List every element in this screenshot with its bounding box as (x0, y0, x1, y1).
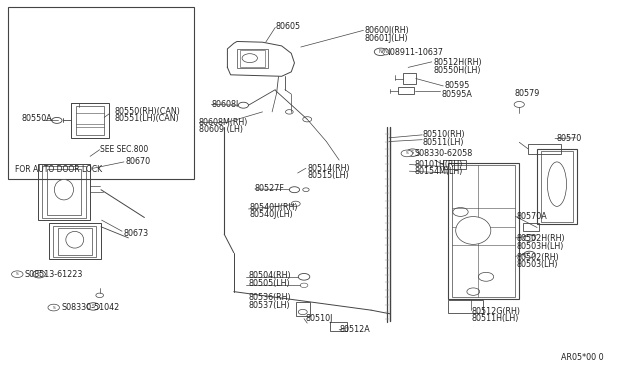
Text: AR05*00 0: AR05*00 0 (561, 353, 604, 362)
Text: 80527F: 80527F (255, 185, 285, 193)
Bar (330, 322, 348, 331)
Ellipse shape (54, 180, 74, 200)
Bar (296, 302, 310, 317)
Text: FOR AUTO DOOR LOCK: FOR AUTO DOOR LOCK (15, 165, 102, 174)
Text: 80503(LH): 80503(LH) (516, 260, 558, 269)
Text: 80502H(RH): 80502H(RH) (516, 234, 565, 243)
Text: S: S (52, 305, 55, 310)
Bar (541, 151, 573, 222)
Text: 80512A: 80512A (339, 325, 370, 334)
Text: S: S (38, 272, 40, 277)
Text: 80609 (LH): 80609 (LH) (198, 125, 243, 134)
Bar (38, 164, 90, 220)
Text: 80608M(RH): 80608M(RH) (198, 118, 248, 127)
Text: 80601J(LH): 80601J(LH) (365, 34, 408, 43)
Text: 80511(LH): 80511(LH) (422, 138, 463, 147)
Circle shape (87, 303, 100, 310)
Text: 80550(RH)(CAN): 80550(RH)(CAN) (115, 107, 180, 116)
Ellipse shape (66, 231, 84, 248)
Bar (237, 49, 268, 68)
Circle shape (401, 150, 413, 157)
Text: 80600J(RH): 80600J(RH) (365, 26, 410, 35)
Text: S08330-62058: S08330-62058 (415, 149, 473, 158)
Circle shape (406, 149, 419, 156)
Bar (448, 163, 519, 299)
Text: S: S (406, 151, 408, 155)
Text: S08330-51042: S08330-51042 (61, 303, 120, 312)
Text: 80504(RH): 80504(RH) (248, 271, 291, 280)
Bar (528, 144, 561, 154)
Text: 80512H(RH): 80512H(RH) (434, 58, 483, 67)
Circle shape (33, 270, 45, 278)
Bar (49, 223, 101, 259)
Text: 80595A: 80595A (442, 90, 472, 99)
Bar (58, 228, 92, 254)
Text: SEE SEC.800: SEE SEC.800 (100, 145, 148, 154)
Text: 80510(RH): 80510(RH) (422, 130, 465, 140)
Bar (76, 106, 104, 135)
Text: 80515(LH): 80515(LH) (307, 171, 349, 180)
Text: 80540J(LH): 80540J(LH) (250, 211, 294, 219)
Bar (42, 166, 86, 218)
Text: 80536(RH): 80536(RH) (248, 294, 291, 302)
Text: 80595: 80595 (445, 81, 470, 90)
Bar (523, 223, 539, 231)
Text: 80505(LH): 80505(LH) (248, 279, 290, 288)
Text: 80512G(RH): 80512G(RH) (472, 307, 521, 316)
Text: 80540H(RH): 80540H(RH) (250, 203, 298, 212)
Text: 80502(RH): 80502(RH) (516, 253, 559, 262)
Ellipse shape (456, 217, 491, 244)
Bar (537, 149, 577, 224)
Text: N08911-10637: N08911-10637 (384, 48, 443, 57)
Circle shape (48, 304, 60, 311)
Text: 80154M(LH): 80154M(LH) (415, 167, 463, 176)
Bar (448, 300, 483, 313)
Circle shape (12, 271, 23, 278)
Text: 80579: 80579 (515, 89, 540, 98)
Bar (452, 164, 515, 297)
Text: 80550A: 80550A (22, 114, 52, 123)
Text: 80670: 80670 (125, 157, 150, 166)
Text: 80101H(RH): 80101H(RH) (415, 160, 463, 169)
Bar (403, 73, 416, 84)
Bar (8, 7, 193, 179)
Text: N: N (384, 49, 388, 54)
Text: 80551(LH)(CAN): 80551(LH)(CAN) (115, 114, 179, 123)
Text: S: S (16, 272, 19, 276)
Text: 80673: 80673 (124, 229, 148, 238)
Text: 80510J: 80510J (306, 314, 333, 323)
Text: 80605: 80605 (275, 22, 300, 31)
Bar (444, 160, 466, 169)
Text: 80608I: 80608I (211, 100, 239, 109)
Text: 80511H(LH): 80511H(LH) (472, 314, 520, 323)
Bar (47, 169, 81, 215)
Text: 80570: 80570 (556, 134, 582, 143)
Bar (239, 50, 265, 67)
Text: 80514(RH): 80514(RH) (307, 164, 350, 173)
Text: S: S (411, 150, 414, 155)
Bar (71, 103, 109, 138)
Text: 80503H(LH): 80503H(LH) (516, 241, 564, 250)
Text: S08513-61223: S08513-61223 (25, 270, 83, 279)
Bar (398, 87, 414, 94)
Ellipse shape (547, 162, 566, 206)
Circle shape (374, 48, 387, 55)
Text: N: N (379, 49, 383, 54)
Bar (53, 226, 97, 257)
Text: 80570A: 80570A (516, 212, 547, 221)
Text: 80537(LH): 80537(LH) (248, 301, 290, 310)
Text: 80550H(LH): 80550H(LH) (434, 66, 481, 75)
Text: S: S (92, 304, 95, 309)
